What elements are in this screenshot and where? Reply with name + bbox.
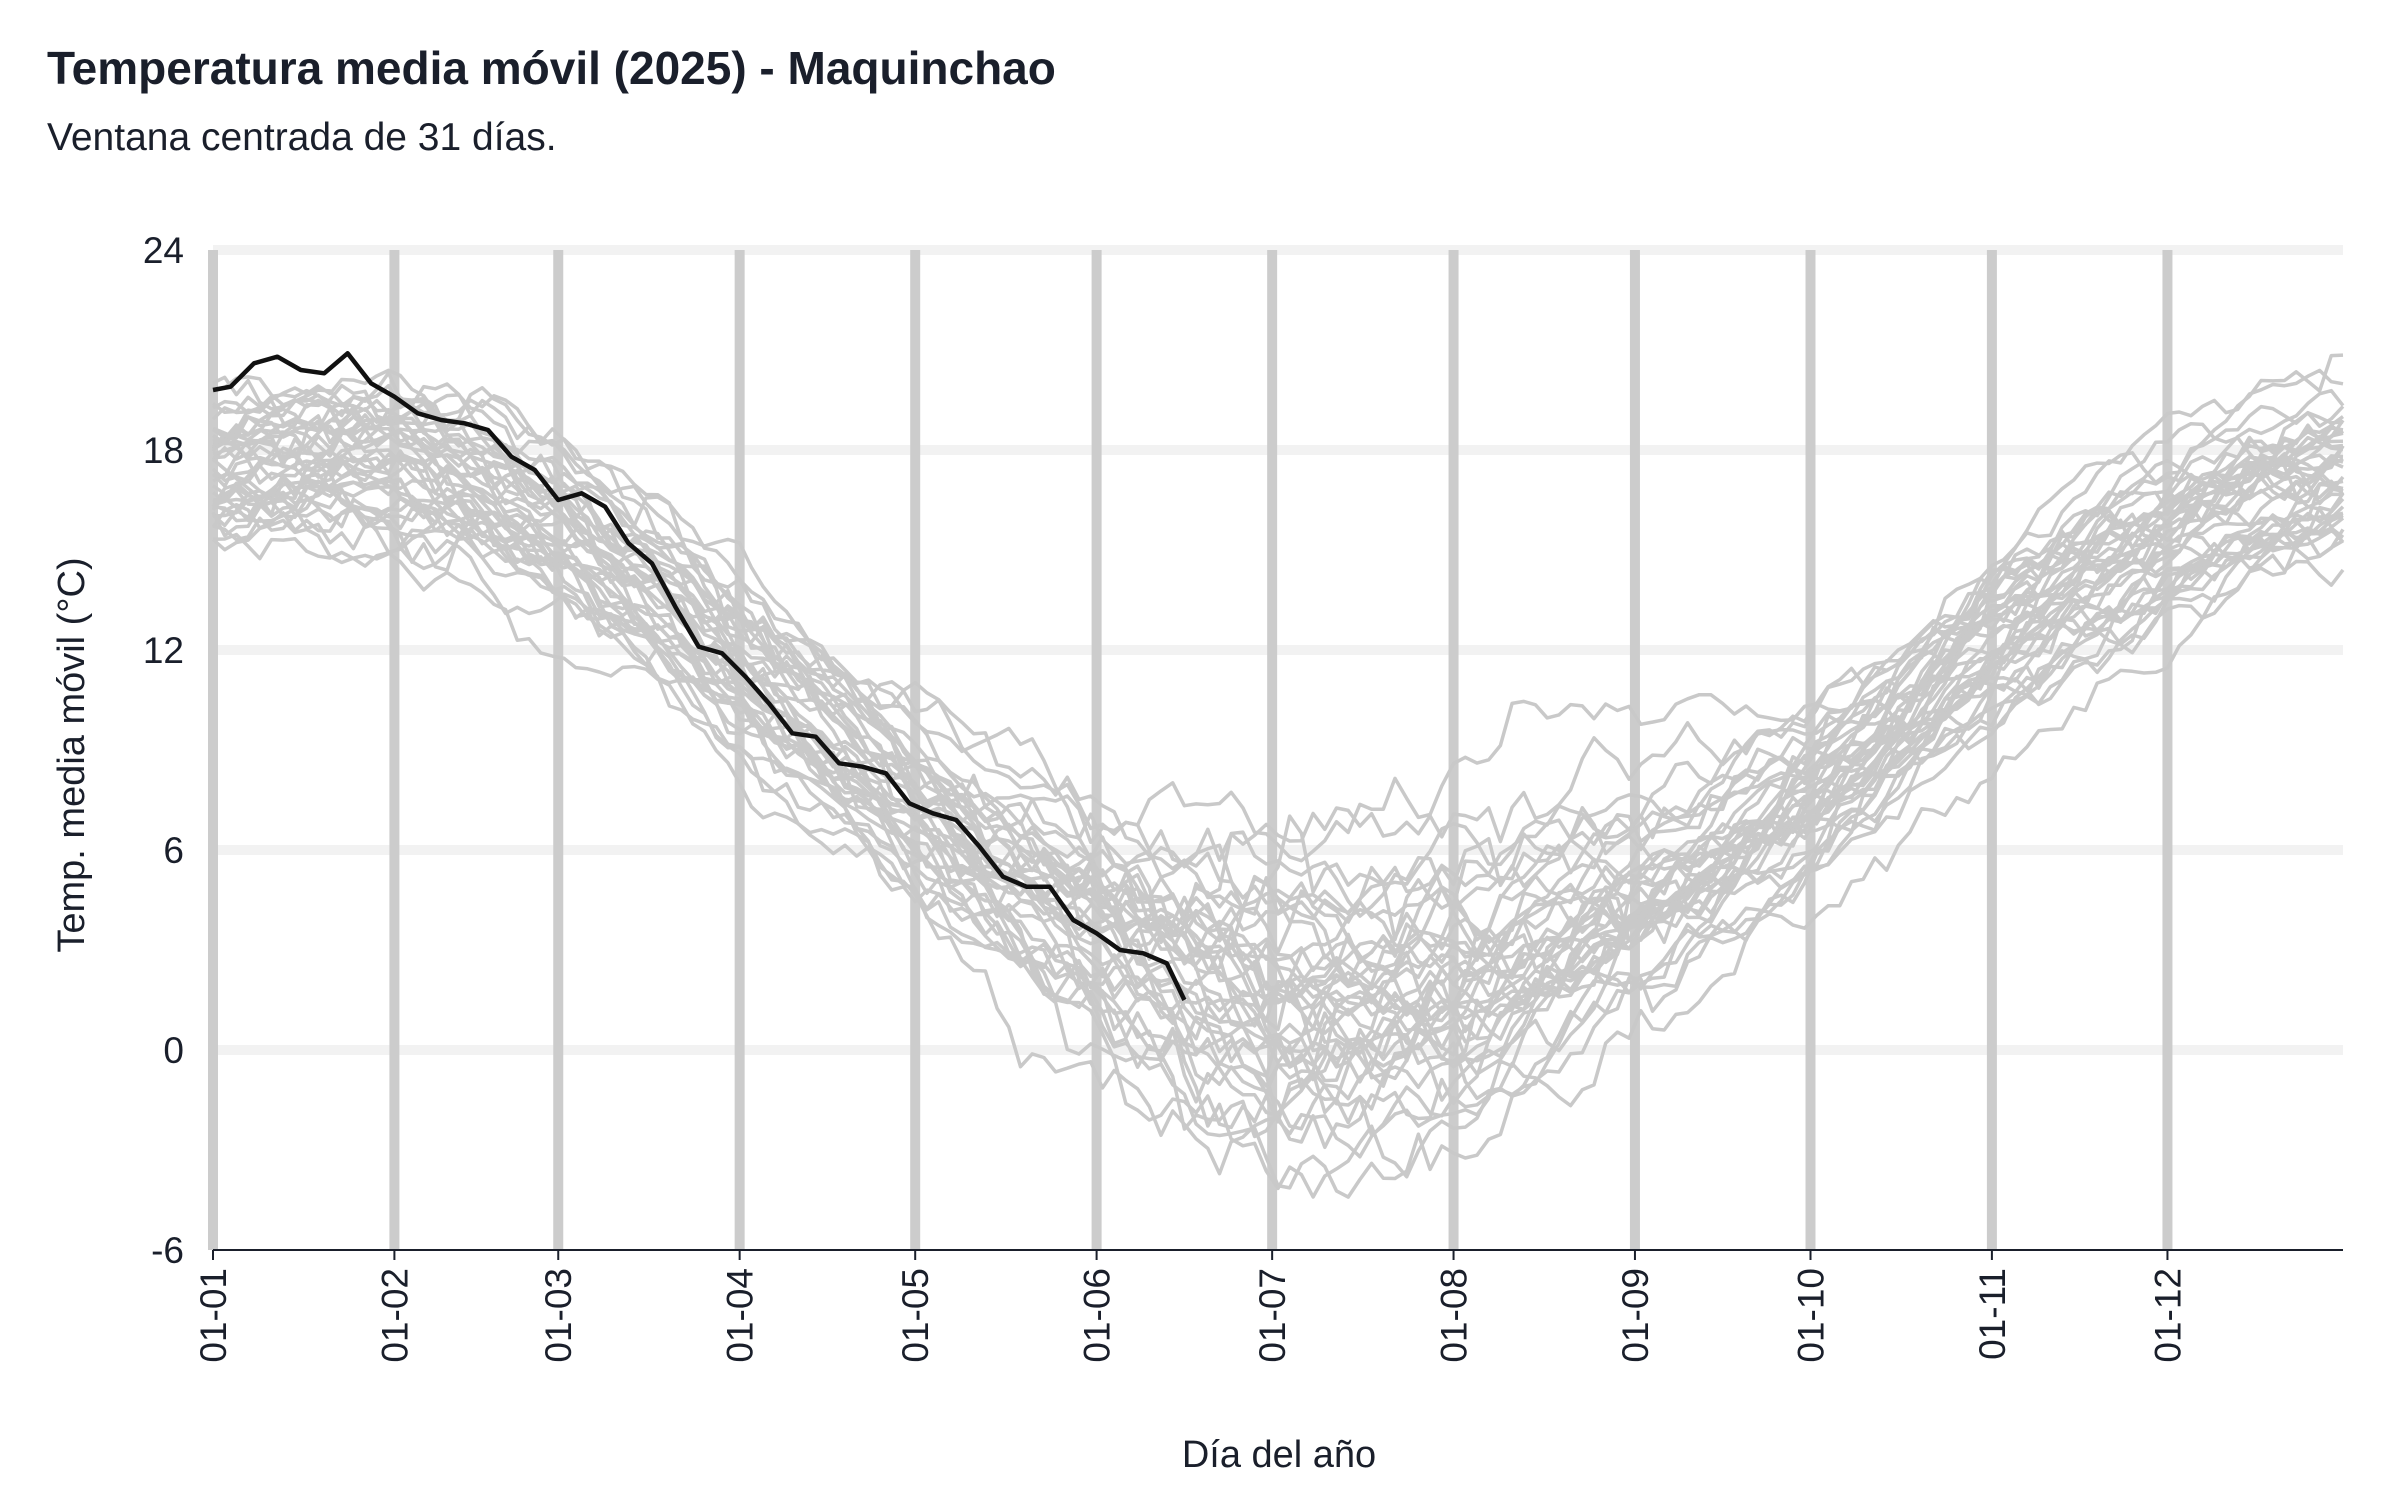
- highlight-series: [212, 351, 1187, 1001]
- history-line: [212, 368, 2344, 869]
- history-line: [212, 383, 2344, 1031]
- chart-subtitle: Ventana centrada de 31 días.: [47, 116, 557, 159]
- series-line-2025: [212, 351, 1187, 1001]
- history-line: [211, 453, 2344, 1028]
- x-tick-label: 01-11: [1972, 1268, 2013, 1360]
- y-tick-label: -6: [151, 1230, 184, 1271]
- x-tick-label: 01-06: [1077, 1268, 1118, 1363]
- y-tick-labels: -6 0 6 12 18 24: [143, 230, 184, 1271]
- y-tick-label: 18: [143, 430, 184, 471]
- y-axis-label: Temp. media móvil (°C): [51, 557, 93, 952]
- horizontal-gridlines: [213, 245, 2343, 1055]
- history-line: [212, 388, 2345, 962]
- history-line: [212, 414, 2344, 1069]
- x-tick-label: 01-03: [538, 1268, 579, 1363]
- x-tick-label: 01-09: [1615, 1268, 1656, 1363]
- chart-title: Temperatura media móvil (2025) - Maquinc…: [47, 42, 1056, 94]
- history-line: [211, 479, 2344, 1131]
- y-tick-label: 6: [163, 830, 184, 871]
- x-tick-label: 01-07: [1252, 1268, 1293, 1363]
- x-tick-label: 01-05: [895, 1268, 936, 1363]
- x-tick-labels: 01-01 01-02 01-03 01-04 01-05 01-06 01-07 01-08…: [193, 1268, 2188, 1363]
- history-line: [211, 413, 2345, 1064]
- history-line: [211, 518, 2345, 1199]
- history-line: [212, 481, 2344, 1176]
- history-line: [212, 408, 2344, 973]
- y-tick-label: 0: [163, 1030, 184, 1071]
- y-tick-label: 24: [143, 230, 184, 271]
- x-tick-label: 01-12: [2147, 1268, 2188, 1363]
- x-tick-label: 01-08: [1434, 1268, 1475, 1363]
- axes: [212, 1249, 2343, 1260]
- y-tick-label: 12: [143, 630, 184, 671]
- history-line: [212, 470, 2345, 1012]
- historical-series: [211, 353, 2345, 1199]
- x-axis-label: Día del año: [1182, 1434, 1376, 1476]
- history-line: [212, 368, 2345, 975]
- x-tick-label: 01-01: [193, 1268, 234, 1363]
- history-line: [212, 406, 2344, 1102]
- x-tick-label: 01-04: [720, 1268, 761, 1363]
- x-tick-label: 01-10: [1791, 1268, 1832, 1363]
- history-line: [212, 409, 2345, 1082]
- history-line: [211, 427, 2344, 1055]
- x-tick-label: 01-02: [374, 1268, 415, 1363]
